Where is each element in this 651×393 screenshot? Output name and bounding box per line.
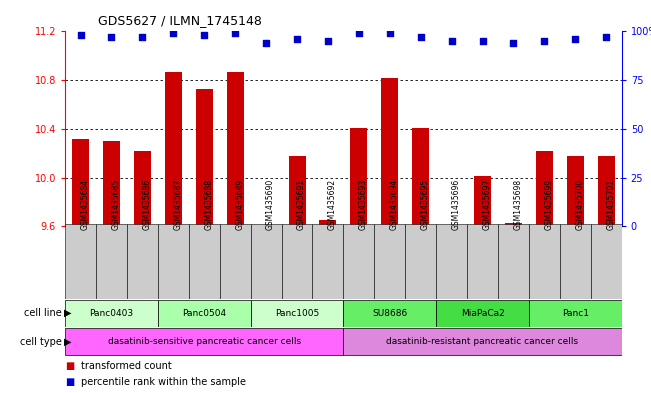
Bar [189,224,219,299]
Bar [158,299,251,327]
Point [601,34,611,40]
Point [415,34,426,40]
Text: cell line: cell line [24,308,62,318]
Text: ▶: ▶ [64,308,72,318]
Text: GSM1435687: GSM1435687 [173,179,182,230]
Bar [281,224,312,299]
Bar [96,224,127,299]
Text: GSM1435698: GSM1435698 [514,179,523,230]
Bar [498,224,529,299]
Point [292,36,302,42]
Bar [405,224,436,299]
Text: GSM1435691: GSM1435691 [297,179,306,230]
Point [353,30,364,37]
Bar [436,299,529,327]
Bar [227,72,243,226]
Bar [536,151,553,226]
Bar [343,299,436,327]
Point [385,30,395,37]
Text: ■: ■ [65,361,74,371]
Point [508,40,519,46]
Bar [374,224,405,299]
Point [477,38,488,44]
Bar [288,156,305,226]
Bar [381,78,398,226]
Bar [158,224,189,299]
Bar [65,328,344,355]
Text: SU8686: SU8686 [372,309,408,318]
Bar [65,224,96,299]
Text: GSM1435699: GSM1435699 [544,179,553,230]
Text: Panc1: Panc1 [562,309,589,318]
Text: GSM1435684: GSM1435684 [81,179,90,230]
Bar [134,151,151,226]
Text: MiaPaCa2: MiaPaCa2 [461,309,505,318]
Point [539,38,549,44]
Text: dasatinib-resistant pancreatic cancer cells: dasatinib-resistant pancreatic cancer ce… [387,337,579,346]
Bar [127,224,158,299]
Bar [529,299,622,327]
Bar [590,224,622,299]
Bar [165,72,182,226]
Bar [412,128,429,226]
Bar [196,89,213,226]
Text: GSM1435697: GSM1435697 [482,179,492,230]
Bar [251,299,343,327]
Text: Panc0504: Panc0504 [182,309,227,318]
Text: GSM1435693: GSM1435693 [359,179,368,230]
Bar [251,224,281,299]
Point [447,38,457,44]
Point [168,30,178,37]
Point [137,34,148,40]
Bar [72,139,89,226]
Bar [103,141,120,226]
Text: GSM1435690: GSM1435690 [266,179,275,230]
Bar [320,220,337,226]
Bar [436,224,467,299]
Text: GSM1435692: GSM1435692 [328,179,337,230]
Bar [467,224,498,299]
Text: Panc0403: Panc0403 [89,309,133,318]
Text: GSM1435701: GSM1435701 [606,179,615,230]
Bar [560,224,590,299]
Bar [529,224,560,299]
Point [76,32,86,39]
Bar [65,299,158,327]
Bar [443,225,460,226]
Point [199,32,210,39]
Text: ▶: ▶ [64,336,72,347]
Point [230,30,240,37]
Point [106,34,117,40]
Text: percentile rank within the sample: percentile rank within the sample [81,377,246,387]
Bar [598,156,615,226]
Bar [474,176,491,226]
Bar [350,128,367,226]
Text: GSM1435700: GSM1435700 [575,179,585,230]
Point [261,40,271,46]
Text: GDS5627 / ILMN_1745148: GDS5627 / ILMN_1745148 [98,15,262,28]
Text: GSM1435689: GSM1435689 [235,179,244,230]
Bar [567,156,584,226]
Text: cell type: cell type [20,336,62,347]
Text: GSM1435686: GSM1435686 [143,179,152,230]
Text: GSM1435696: GSM1435696 [452,179,461,230]
Bar [219,224,251,299]
Text: GSM1435694: GSM1435694 [390,179,399,230]
Bar [343,328,622,355]
Text: ■: ■ [65,377,74,387]
Text: GSM1435685: GSM1435685 [111,179,120,230]
Text: GSM1435695: GSM1435695 [421,179,430,230]
Bar [505,223,522,226]
Point [323,38,333,44]
Text: transformed count: transformed count [81,361,172,371]
Text: Panc1005: Panc1005 [275,309,319,318]
Bar [312,224,343,299]
Text: dasatinib-sensitive pancreatic cancer cells: dasatinib-sensitive pancreatic cancer ce… [107,337,301,346]
Point [570,36,581,42]
Bar [258,225,275,226]
Bar [343,224,374,299]
Text: GSM1435688: GSM1435688 [204,179,214,230]
